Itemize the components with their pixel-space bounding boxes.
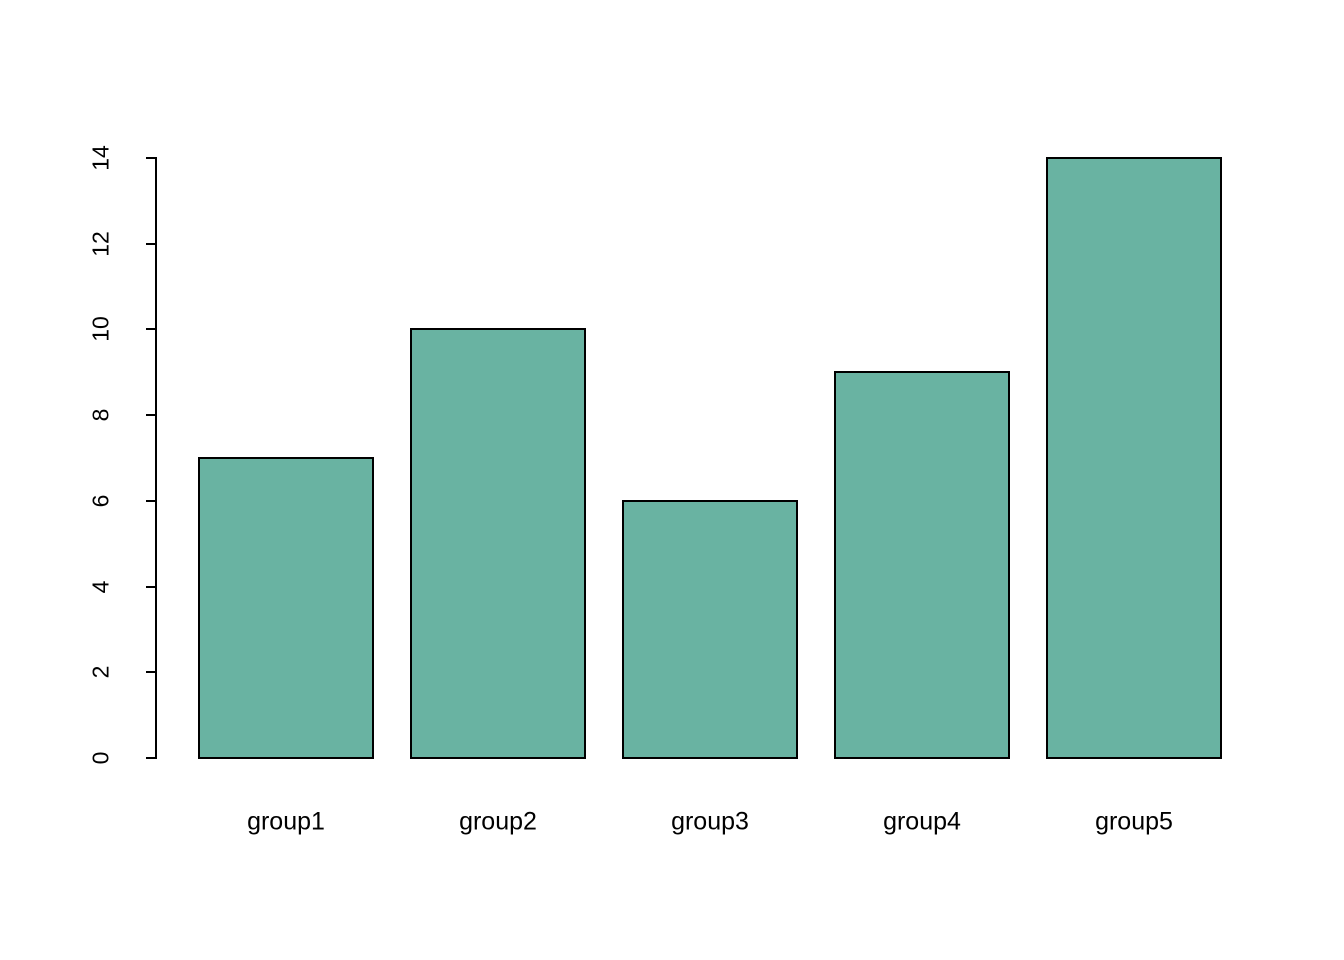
y-axis-tick-label: 14 bbox=[87, 145, 114, 171]
y-axis-tick bbox=[146, 585, 155, 588]
bar-group3 bbox=[622, 499, 798, 759]
y-axis-tick-label: 0 bbox=[87, 751, 114, 765]
bar-group1 bbox=[198, 457, 374, 759]
y-axis-line bbox=[155, 157, 157, 759]
y-axis-tick-label: 4 bbox=[87, 580, 114, 593]
y-axis-tick bbox=[146, 757, 155, 759]
y-axis-tick bbox=[146, 414, 155, 417]
y-axis-tick-label: 12 bbox=[87, 230, 114, 257]
bar-group5 bbox=[1046, 157, 1222, 759]
y-axis-tick-label: 6 bbox=[87, 494, 114, 508]
bar-group4 bbox=[834, 371, 1010, 759]
x-axis-label-group5: group5 bbox=[1095, 807, 1173, 836]
y-axis-tick bbox=[146, 242, 155, 245]
y-axis-tick-label: 2 bbox=[87, 665, 114, 679]
y-axis-tick bbox=[146, 157, 155, 159]
y-axis-tick-label: 8 bbox=[87, 408, 114, 422]
x-axis-label-group4: group4 bbox=[883, 807, 961, 836]
bar-group2 bbox=[410, 328, 586, 759]
x-axis-label-group1: group1 bbox=[247, 807, 325, 836]
x-axis-label-group2: group2 bbox=[459, 807, 537, 836]
x-axis-label-group3: group3 bbox=[671, 807, 749, 836]
y-axis-tick-label: 10 bbox=[87, 316, 114, 343]
y-axis-tick bbox=[146, 671, 155, 674]
y-axis-tick bbox=[146, 499, 155, 502]
y-axis-tick bbox=[146, 328, 155, 331]
